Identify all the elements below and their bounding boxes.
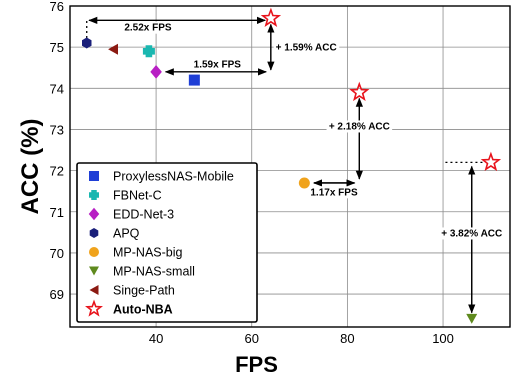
data-point-mp-nas-big	[298, 177, 310, 189]
annotation-label: 1.17x FPS	[310, 187, 358, 198]
legend-label: APQ	[113, 227, 140, 241]
annotation-label: + 2.18% ACC	[329, 121, 390, 132]
data-point-singe-path	[108, 43, 118, 55]
legend-box	[76, 162, 258, 323]
data-point-auto-nba	[349, 81, 370, 102]
annotation-bg	[273, 41, 340, 54]
legend-label: Auto-NBA	[113, 303, 173, 317]
annotation-label: 1.59x FPS	[194, 60, 242, 71]
legend-label: Singe-Path	[113, 284, 175, 298]
annotation-bg	[120, 21, 176, 34]
legend-label: EDD-Net-3	[113, 208, 174, 222]
plot-frame	[69, 5, 511, 328]
data-point-mp-nas-small	[466, 313, 478, 324]
legend-label: MP-NAS-big	[113, 246, 183, 260]
y-axis-label: ACC (%)	[17, 119, 44, 215]
x-tick-label: 100	[432, 331, 454, 346]
legend: ProxylessNAS-Mobile FBNet-C EDD-Net-3 APQ MP…	[76, 162, 258, 323]
legend-marker	[89, 247, 99, 257]
data-point-proxylessnas-mobile	[188, 74, 200, 86]
x-tick-label: 60	[245, 331, 259, 346]
annotation-label: 2.52x FPS	[124, 23, 172, 34]
legend-marker	[89, 190, 99, 200]
y-tick-label: 71	[50, 205, 64, 220]
y-tick-label: 72	[50, 164, 64, 179]
legend-marker	[89, 171, 99, 181]
y-tick-label: 76	[50, 0, 64, 14]
annotation-bg	[190, 58, 245, 71]
annotation-bg	[438, 227, 505, 240]
legend-marker	[89, 285, 99, 295]
x-axis-label: FPS	[235, 352, 278, 377]
legend-marker	[89, 228, 99, 238]
y-tick-label: 75	[50, 40, 64, 55]
data-point-auto-nba	[260, 7, 282, 27]
annotation-label: + 1.59% ACC	[276, 42, 337, 53]
y-tick-label: 74	[50, 81, 64, 96]
legend-marker	[89, 266, 99, 276]
data-point-auto-nba	[480, 151, 502, 172]
legend-label: MP-NAS-small	[113, 265, 195, 279]
data-point-apq	[82, 37, 92, 49]
annotation-bg	[306, 186, 362, 199]
legend-label: FBNet-C	[113, 189, 162, 203]
y-tick-label: 73	[50, 122, 64, 137]
data-point-fbnet-c	[142, 45, 155, 58]
x-tick-label: 80	[340, 331, 354, 346]
legend-marker	[88, 207, 100, 221]
data-point-edd-net-3	[150, 64, 162, 79]
annotation-bg	[326, 120, 393, 133]
x-tick-label: 40	[149, 331, 163, 346]
annotation-label: + 3.82% ACC	[441, 228, 502, 239]
y-tick-label: 70	[50, 246, 64, 261]
legend-marker	[85, 299, 103, 317]
y-tick-label: 69	[50, 287, 64, 302]
legend-label: ProxylessNAS-Mobile	[113, 170, 234, 184]
